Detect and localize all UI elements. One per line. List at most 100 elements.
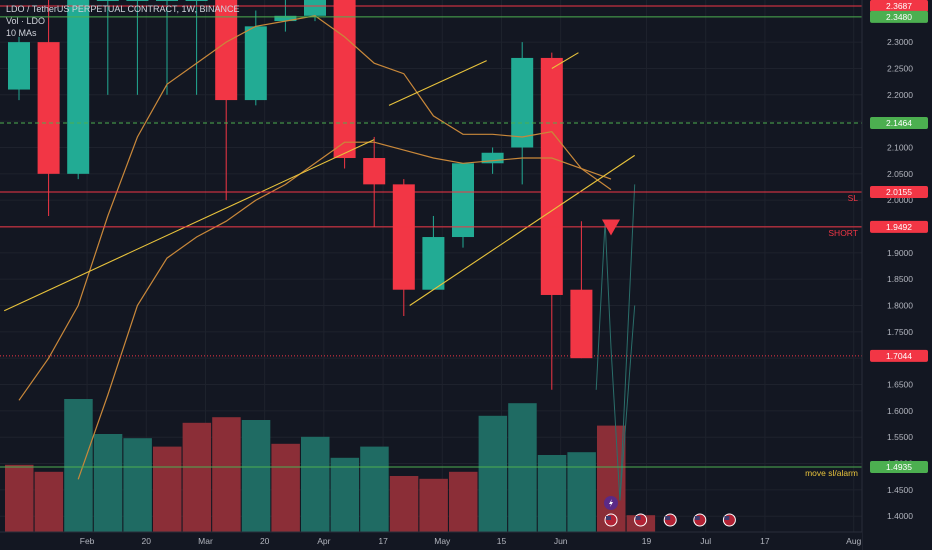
ma-indicator-label[interactable]: 10 MAs: [6, 28, 37, 38]
volume-bar: [301, 436, 330, 532]
time-tick-label: 17: [760, 536, 770, 546]
price-tick-label: 1.6000: [887, 406, 913, 416]
us-flag-canton: [635, 516, 641, 520]
lightning-glyph: [609, 499, 613, 507]
candle-body: [244, 26, 267, 101]
level-price-label: 1.4935: [886, 462, 912, 472]
price-tick-label: 2.0500: [887, 169, 913, 179]
level-price-label: 2.1464: [886, 118, 912, 128]
candles: [8, 0, 593, 390]
candle-body: [8, 42, 30, 90]
level-price-label: 2.3687: [886, 1, 912, 11]
time-tick-label: Jul: [700, 536, 711, 546]
price-tick-label: 2.2500: [887, 63, 913, 73]
volume-bar: [389, 476, 419, 532]
volume-bar: [330, 457, 360, 532]
volume-bar: [64, 399, 93, 532]
volume-bar: [241, 420, 271, 532]
volume-bar: [508, 403, 537, 532]
volume-bars: [5, 399, 656, 532]
candle-body: [37, 42, 60, 174]
short-signal-arrow-icon[interactable]: [602, 219, 620, 236]
level-price-tag[interactable]: [870, 220, 928, 233]
candle-body: [156, 0, 178, 1]
candle-body: [452, 163, 474, 238]
level-price-tag[interactable]: [870, 460, 928, 473]
level-price-tag[interactable]: [870, 0, 928, 12]
us-flag-canton: [724, 516, 730, 520]
projection-path: [595, 184, 636, 501]
time-tick-label: Feb: [80, 536, 95, 546]
volume-bar: [449, 471, 478, 532]
projection-path-2: [619, 305, 636, 501]
level-text: SL: [848, 193, 859, 203]
candle-body: [274, 15, 297, 22]
candle-body: [304, 0, 326, 16]
price-tick-label: 2.1000: [887, 142, 913, 152]
candle-body: [422, 237, 445, 290]
time-tick-label: 15: [497, 536, 507, 546]
price-tick-label: 1.9000: [887, 248, 913, 258]
level-text: SHORT: [828, 228, 858, 238]
time-tick-label: May: [434, 536, 451, 546]
trend-line[interactable]: [409, 154, 635, 306]
us-flag-canton: [606, 516, 611, 520]
time-tick-label: 19: [642, 536, 652, 546]
volume-bar: [34, 471, 64, 532]
time-tick-label: Mar: [198, 536, 213, 546]
level-price-tag[interactable]: [870, 117, 928, 130]
trend-line[interactable]: [551, 52, 579, 69]
candle-body: [363, 158, 386, 185]
time-tick-label: Jun: [554, 536, 568, 546]
price-tick-label: 1.6500: [887, 380, 913, 390]
price-tick-label: 1.8500: [887, 274, 913, 284]
candle-body: [511, 57, 534, 148]
trend-line[interactable]: [388, 60, 487, 106]
price-tick-label: 1.8000: [887, 301, 913, 311]
candle-body: [96, 0, 119, 1]
volume-bar: [212, 417, 241, 532]
us-flag-canton: [694, 516, 700, 520]
volume-bar: [93, 434, 123, 532]
level-price-tag[interactable]: [870, 349, 928, 362]
price-tick-label: 2.0000: [887, 195, 913, 205]
candle-body: [540, 57, 563, 295]
symbol-title[interactable]: LDO / TetherUS PERPETUAL CONTRACT, 1W, B…: [6, 4, 240, 14]
chart-legend: LDO / TetherUS PERPETUAL CONTRACT, 1W, B…: [6, 3, 240, 39]
volume-bar: [153, 446, 182, 532]
price-tick-label: 1.4500: [887, 485, 913, 495]
level-price-label: 1.9492: [886, 222, 912, 232]
candle-body: [333, 0, 356, 159]
price-tick-label: 1.5500: [887, 432, 913, 442]
price-axis[interactable]: [862, 0, 932, 550]
price-tick-label: 2.3000: [887, 37, 913, 47]
candle-body: [215, 0, 238, 101]
candle-body: [570, 289, 593, 359]
time-tick-label: 20: [142, 536, 152, 546]
volume-bar: [182, 422, 212, 532]
candle-body: [185, 0, 208, 1]
volume-bar: [123, 438, 152, 532]
level-price-label: 2.0155: [886, 187, 912, 197]
ma-line-fast: [18, 15, 612, 401]
level-price-tag[interactable]: [870, 10, 928, 23]
level-price-label: 2.3480: [886, 12, 912, 22]
time-axis[interactable]: [0, 532, 862, 550]
volume-bar: [567, 452, 596, 532]
price-tick-label: 2.2000: [887, 90, 913, 100]
volume-indicator-label[interactable]: Vol · LDO: [6, 16, 46, 26]
ma-line-slow: [77, 141, 612, 480]
volume-bar: [537, 455, 567, 532]
time-tick-label: 17: [378, 536, 388, 546]
candle-body: [392, 184, 415, 290]
trend-line[interactable]: [3, 139, 375, 312]
candle-body: [481, 152, 504, 164]
price-levels: SL SHORT move sl/alarm: [0, 5, 862, 478]
level-price-label: 1.7044: [886, 351, 912, 361]
level-price-tag[interactable]: [870, 185, 928, 198]
time-tick-label: Aug: [846, 536, 861, 546]
candle-body: [126, 0, 149, 1]
volume-bar: [478, 415, 508, 532]
candle-body: [67, 0, 90, 174]
